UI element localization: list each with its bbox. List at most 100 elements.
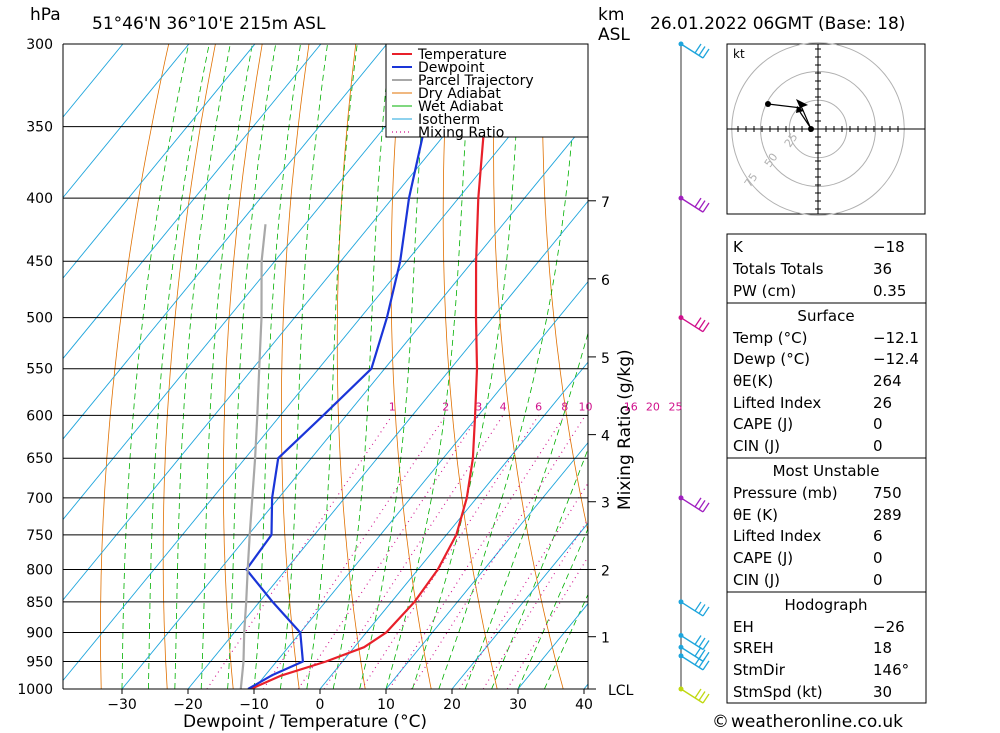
mixing-ratio-line — [297, 414, 480, 689]
stat-label: θE (K) — [733, 506, 778, 524]
wind-barb-feather — [702, 202, 710, 213]
unit-km: km — [598, 5, 624, 25]
pressure-tick-label: 900 — [26, 626, 53, 642]
hodograph-trace — [767, 103, 812, 130]
isotherm-line — [253, 280, 588, 689]
wind-barb-feather — [694, 646, 702, 657]
x-tick-label: −30 — [107, 697, 137, 713]
pressure-tick-label: 1000 — [17, 682, 53, 698]
km-tick-label: 5 — [601, 351, 610, 367]
wind-barb-feather — [698, 319, 706, 330]
wind-barb-feather — [698, 691, 706, 701]
stat-label: PW (cm) — [733, 282, 796, 300]
legend-wet-adiabat: Wet Adiabat — [418, 99, 504, 115]
wind-barb-feather — [698, 500, 706, 510]
wet-adiabat-line — [412, 44, 522, 689]
pressure-tick-label: 500 — [26, 311, 53, 327]
site-credit: weatheronline.co.uk — [731, 712, 903, 732]
stat-label: Dewp (°C) — [733, 350, 810, 368]
pressure-tick-label: 450 — [26, 254, 53, 270]
km-tick-label: 2 — [601, 563, 610, 579]
legend-parcel: Parcel Trajectory — [418, 73, 534, 89]
legend-isotherm: Isotherm — [418, 112, 480, 128]
pressure-tick-label: 750 — [26, 528, 53, 544]
lcl-label: LCL — [608, 683, 634, 699]
wind-barb-feather — [702, 693, 710, 704]
legend-dewpoint: Dewpoint — [418, 60, 485, 76]
stat-value: 0 — [873, 415, 883, 433]
isotherm-line — [63, 44, 190, 199]
datetime: 26.01.2022 06GMT (Base: 18) — [650, 14, 905, 34]
legend-mixing-ratio: Mixing Ratio — [418, 125, 504, 141]
unit-asl: ASL — [598, 25, 630, 45]
wind-barb-feather — [694, 635, 702, 645]
stat-value: 0 — [873, 549, 883, 567]
stat-label: CIN (J) — [733, 571, 780, 589]
stat-label: Lifted Index — [733, 394, 821, 412]
isotherm-line — [63, 44, 586, 682]
stat-value: 6 — [873, 527, 883, 545]
stat-value: −12.1 — [873, 329, 919, 347]
stat-label: CAPE (J) — [733, 549, 793, 567]
stat-value: 146° — [873, 661, 909, 679]
pressure-tick-label: 800 — [26, 562, 53, 578]
wind-barb-feather — [694, 688, 702, 699]
wind-barb-feather — [694, 317, 702, 328]
x-tick-label: 10 — [377, 697, 395, 713]
wind-barb-feather — [702, 606, 710, 617]
x-axis-label: Dewpoint / Temperature (°C) — [183, 712, 427, 732]
stat-value: −12.4 — [873, 350, 919, 368]
temperature-line — [250, 44, 507, 689]
isotherm-line — [319, 361, 588, 689]
stat-value: 36 — [873, 260, 892, 278]
stat-value: 0 — [873, 571, 883, 589]
pressure-tick-label: 400 — [26, 191, 53, 207]
section-title-hodograph: Hodograph — [784, 596, 867, 614]
wet-adiabat-line — [544, 593, 588, 689]
parcel-trajectory-line — [239, 224, 267, 689]
mixing-ratio-label: 4 — [500, 400, 507, 413]
isotherm-line — [385, 441, 588, 689]
wind-barb-feather — [698, 46, 706, 56]
stat-label: Lifted Index — [733, 527, 821, 545]
mixing-ratio-label: 6 — [535, 400, 542, 413]
stat-value: 0 — [873, 437, 883, 455]
stat-value: 18 — [873, 639, 892, 657]
plot-background — [63, 44, 588, 689]
pressure-tick-label: 850 — [26, 595, 53, 611]
wind-barb-feather — [694, 43, 702, 54]
wind-barb-feather — [694, 197, 702, 208]
mixing-ratio-label: 1 — [389, 400, 396, 413]
km-tick-label: 7 — [601, 195, 610, 211]
unit-hpa: hPa — [30, 5, 61, 25]
x-tick-label: 30 — [509, 697, 527, 713]
section-title-surface: Surface — [797, 307, 854, 325]
x-tick-label: 0 — [316, 697, 325, 713]
x-tick-label: −20 — [173, 697, 203, 713]
km-tick-label: 6 — [601, 273, 610, 289]
wind-profile — [678, 41, 710, 704]
stat-label: Totals Totals — [732, 260, 824, 278]
mixing-ratio-label: 8 — [561, 400, 568, 413]
dry-adiabat-line — [964, 44, 1000, 689]
km-tick-label: 3 — [601, 496, 610, 512]
legend-dry-adiabat: Dry Adiabat — [418, 86, 501, 102]
wind-barb-feather — [702, 660, 710, 671]
stat-label: SREH — [733, 639, 774, 657]
mixing-ratio-label: 2 — [442, 400, 449, 413]
wind-barb-feather — [702, 502, 710, 513]
dewpoint-line — [245, 44, 445, 689]
stat-label: EH — [733, 618, 754, 636]
isotherm-line — [451, 522, 588, 689]
pressure-tick-label: 300 — [26, 37, 53, 53]
wind-barb-feather — [698, 604, 706, 614]
location-title: 51°46'N 36°10'E 215m ASL — [92, 14, 326, 34]
mixing-ratio-label: 16 — [624, 400, 638, 413]
wind-barb-feather — [702, 322, 710, 333]
stat-label: CAPE (J) — [733, 415, 793, 433]
copyright-icon: © — [712, 712, 729, 732]
wind-barb-feather — [698, 657, 706, 668]
pressure-tick-label: 600 — [26, 408, 53, 424]
isotherm-line — [187, 200, 588, 689]
